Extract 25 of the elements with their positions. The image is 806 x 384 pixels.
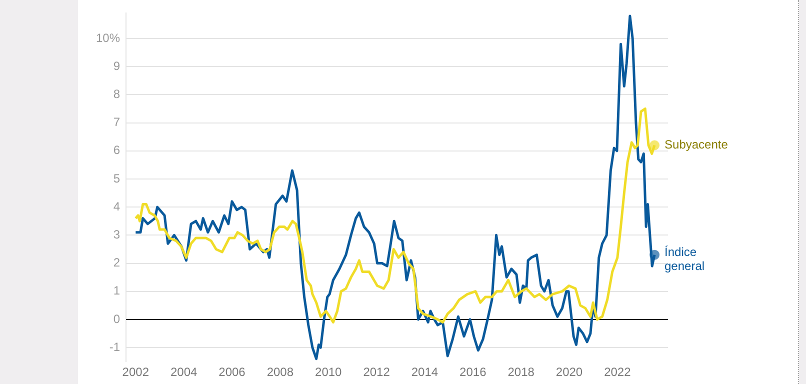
y-tick-label: -1 (109, 340, 120, 354)
y-tick-label: 8 (113, 86, 120, 101)
x-tick-label: 2014 (411, 365, 438, 380)
series-label: Índice general (664, 245, 705, 274)
x-tick-label: 2004 (170, 365, 198, 380)
x-tick-label: 2002 (122, 365, 150, 380)
x-tick-label: 2016 (460, 365, 487, 380)
y-tick-label: 10% (96, 30, 120, 45)
x-tick-label: 2008 (266, 365, 294, 380)
y-tick-label: 6 (113, 143, 120, 158)
x-tick-label: 2020 (556, 365, 583, 380)
x-tick-label: 2006 (218, 365, 246, 380)
y-tick-label: 4 (113, 199, 120, 214)
x-tick-label: 2022 (604, 365, 632, 380)
y-tick-label: 5 (113, 171, 120, 186)
x-tick-label: 2012 (363, 365, 390, 380)
y-tick-label: 1 (113, 284, 120, 298)
y-tick-label: 0 (113, 312, 120, 326)
y-tick-label: 9 (113, 58, 120, 73)
x-tick-label: 2018 (508, 365, 535, 380)
y-tick-label: 2 (113, 256, 120, 270)
series-label: Subyacente (664, 138, 728, 152)
y-tick-label: 7 (113, 115, 120, 130)
x-tick-label: 2010 (315, 365, 342, 380)
y-tick-label: 3 (113, 227, 120, 242)
